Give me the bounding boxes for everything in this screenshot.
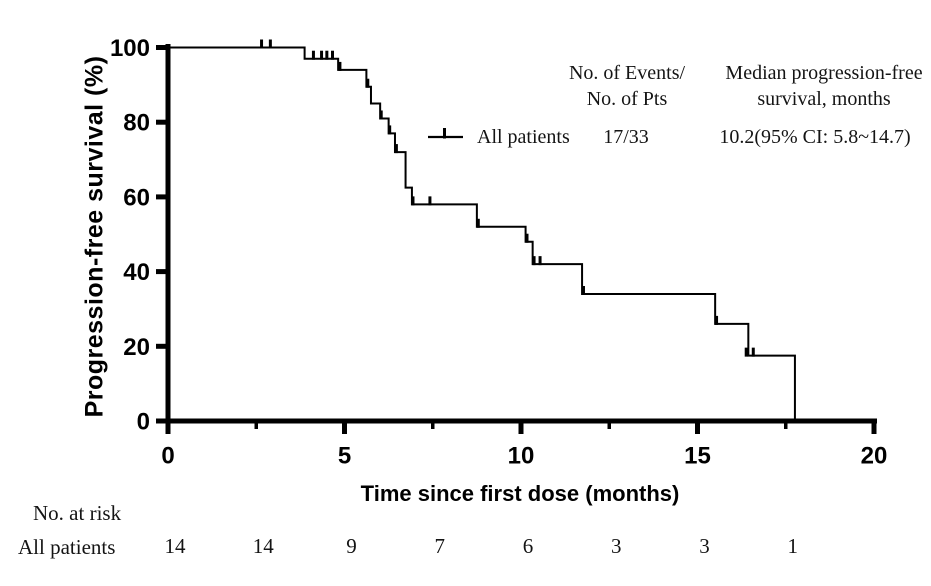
at-risk-count: 7 bbox=[434, 534, 446, 558]
legend-median-value: 10.2(95% CI: 5.8~14.7) bbox=[719, 126, 911, 148]
legend-events-header-line1: No. of Events/ bbox=[568, 62, 686, 84]
y-tick-label: 80 bbox=[123, 110, 150, 137]
at-risk-count: 14 bbox=[252, 534, 274, 558]
y-tick-label: 60 bbox=[123, 184, 150, 211]
at-risk-count: 3 bbox=[699, 534, 710, 558]
km-curve bbox=[168, 46, 796, 421]
y-tick-label: 0 bbox=[137, 409, 150, 436]
x-tick-label: 5 bbox=[338, 443, 351, 470]
at-risk-count: 3 bbox=[611, 534, 622, 558]
x-tick-label: 0 bbox=[161, 443, 174, 470]
legend-events-header-line2: No. of Pts bbox=[586, 88, 668, 110]
x-tick-label: 10 bbox=[508, 443, 535, 470]
y-tick-label: 20 bbox=[123, 334, 150, 361]
legend-median-header-line1: Median progression-free bbox=[725, 62, 923, 84]
at-risk-count: 9 bbox=[346, 534, 357, 558]
legend-events-value: 17/33 bbox=[603, 126, 649, 148]
y-tick-label: 100 bbox=[110, 35, 150, 62]
x-tick-label: 15 bbox=[684, 443, 711, 470]
at-risk-title: No. at risk bbox=[33, 501, 122, 525]
at-risk-row-label: All patients bbox=[18, 535, 116, 559]
y-tick-label: 40 bbox=[123, 259, 150, 286]
x-tick-label: 20 bbox=[861, 443, 888, 470]
y-axis-title: Progression-free survival (%) bbox=[80, 55, 109, 418]
x-axis-title: Time since first dose (months) bbox=[360, 481, 680, 506]
at-risk-count: 14 bbox=[164, 534, 186, 558]
legend-events-header: No. of Events/ No. of Pts bbox=[522, 60, 732, 112]
legend-series-label: All patients bbox=[477, 126, 570, 148]
at-risk-count: 1 bbox=[787, 534, 799, 558]
legend-median-header-line2: survival, months bbox=[757, 88, 891, 110]
legend-median-header: Median progression-free survival, months bbox=[694, 60, 931, 112]
at-risk-count: 6 bbox=[522, 534, 534, 558]
